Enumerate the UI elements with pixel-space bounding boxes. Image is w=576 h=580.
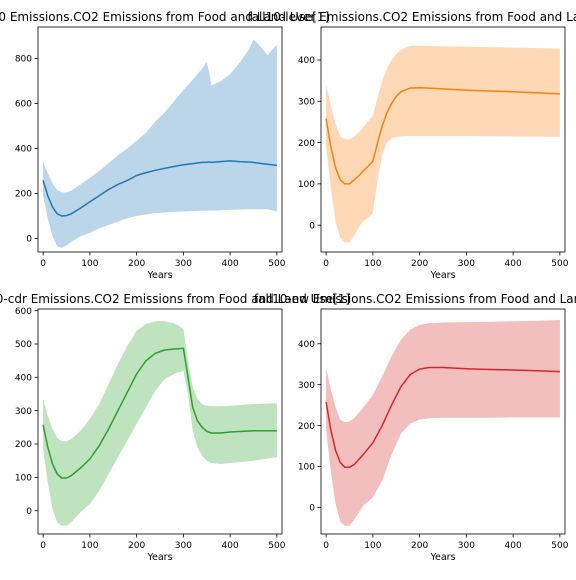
subplot-1: fall10-lever Emissions.CO2 Emissions fro… <box>247 10 576 281</box>
y-tick-label: 0 <box>309 221 315 231</box>
x-tick-label: 200 <box>128 541 145 551</box>
x-axis-label: Years <box>429 552 455 563</box>
y-tick-label: 200 <box>298 139 315 149</box>
x-tick-label: 400 <box>222 259 239 269</box>
y-tick-label: 0 <box>26 235 32 245</box>
axes-frame <box>320 308 566 535</box>
y-tick-label: 600 <box>15 307 32 317</box>
x-tick-label: 500 <box>268 259 285 269</box>
confidence-band <box>326 45 560 243</box>
chart-title: fall10-lever Emissions.CO2 Emissions fro… <box>247 10 576 24</box>
chart-title: fall10-ew Emissions.CO2 Emissions from F… <box>254 292 576 306</box>
y-tick-label: 0 <box>309 504 315 514</box>
x-tick-label: 200 <box>128 259 145 269</box>
x-axis-label: Years <box>146 552 172 563</box>
y-tick-label: 200 <box>15 190 32 200</box>
y-tick-label: 300 <box>298 381 315 391</box>
y-tick-label: 800 <box>15 55 32 65</box>
x-axis-label: Years <box>146 270 172 281</box>
plot-area <box>325 320 560 526</box>
x-tick-label: 0 <box>40 259 46 269</box>
y-tick-label: 400 <box>15 374 32 384</box>
confidence-band <box>326 320 560 526</box>
x-tick-label: 400 <box>222 541 239 551</box>
y-tick-label: 100 <box>298 180 315 190</box>
x-tick-label: 500 <box>551 541 568 551</box>
x-axis-label: Years <box>429 270 455 281</box>
x-tick-label: 300 <box>175 541 192 551</box>
y-tick-label: 200 <box>15 440 32 450</box>
mean-line <box>325 366 560 469</box>
chart-title: 10 Emissions.CO2 Emissions from Food and… <box>0 10 329 24</box>
y-tick-label: 300 <box>15 407 32 417</box>
x-tick-label: 200 <box>411 259 428 269</box>
y-tick-label: 400 <box>15 145 32 155</box>
x-tick-label: 200 <box>411 541 428 551</box>
mean-line <box>325 86 560 185</box>
y-tick-label: 200 <box>298 422 315 432</box>
x-tick-label: 500 <box>268 541 285 551</box>
y-tick-label: 400 <box>298 340 315 350</box>
x-tick-label: 500 <box>551 259 568 269</box>
y-tick-label: 100 <box>15 474 32 484</box>
x-tick-label: 100 <box>81 541 98 551</box>
x-tick-label: 100 <box>81 259 98 269</box>
plot-area <box>42 39 278 248</box>
confidence-band <box>43 39 277 248</box>
x-tick-label: 300 <box>175 259 192 269</box>
mean-line <box>42 347 277 479</box>
x-tick-label: 100 <box>364 259 381 269</box>
y-tick-label: 100 <box>298 463 315 473</box>
y-tick-label: 400 <box>298 56 315 66</box>
subplot-3: fall10-ew Emissions.CO2 Emissions from F… <box>254 292 576 563</box>
y-tick-label: 0 <box>26 507 32 517</box>
y-tick-label: 500 <box>15 340 32 350</box>
x-tick-label: 400 <box>505 541 522 551</box>
x-tick-label: 0 <box>323 259 329 269</box>
x-tick-label: 300 <box>458 259 475 269</box>
x-tick-label: 0 <box>40 541 46 551</box>
y-tick-label: 300 <box>298 98 315 108</box>
x-tick-label: 400 <box>505 259 522 269</box>
axes-frame <box>320 26 566 253</box>
mean-line <box>42 160 278 217</box>
plot-area <box>42 321 277 526</box>
x-tick-label: 0 <box>323 541 329 551</box>
axes-frame <box>37 26 283 253</box>
x-tick-label: 300 <box>458 541 475 551</box>
subplot-2: fall10-cdr Emissions.CO2 Emissions from … <box>0 292 350 563</box>
subplot-0: 10 Emissions.CO2 Emissions from Food and… <box>0 10 329 281</box>
x-tick-label: 100 <box>364 541 381 551</box>
confidence-band <box>43 321 277 526</box>
chart-title: fall10-cdr Emissions.CO2 Emissions from … <box>0 292 350 306</box>
plot-area <box>325 45 560 243</box>
axes-frame <box>37 308 283 535</box>
y-tick-label: 600 <box>15 100 32 110</box>
